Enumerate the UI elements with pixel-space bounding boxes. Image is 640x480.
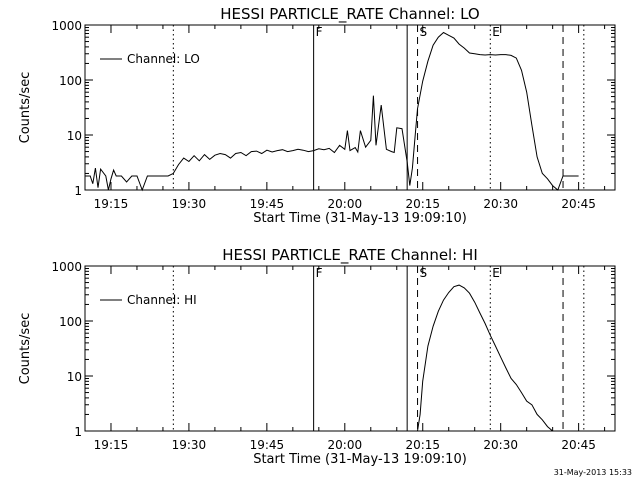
y-tick-label: 10 [67,129,82,143]
y-tick-label: 1000 [51,260,82,274]
legend-label: Channel: HI [127,293,197,307]
legend-label: Channel: LO [127,52,200,66]
x-tick-label: 19:30 [172,197,207,211]
chart-title: HESSI PARTICLE_RATE Channel: HI [222,246,478,265]
x-tick-label: 20:00 [328,438,363,452]
y-tick-label: 100 [59,315,82,329]
print-timestamp: 31-May-2013 15:33 [554,468,632,477]
x-tick-label: 20:30 [483,438,518,452]
y-tick-label: 1000 [51,19,82,33]
series-line [85,31,579,192]
event-marker-label: E [492,25,500,39]
y-tick-label: 10 [67,370,82,384]
event-marker-label: F [316,25,323,39]
x-axis-label: Start Time (31-May-13 19:09:10) [253,452,467,467]
event-marker-label: S [420,25,428,39]
x-tick-label: 20:30 [483,197,518,211]
y-axis-label: Counts/sec [18,72,33,144]
chart-title: HESSI PARTICLE_RATE Channel: LO [220,5,479,24]
plot-frame [84,265,616,432]
event-marker-label: E [492,266,500,280]
y-tick-label: 1 [74,425,82,439]
x-tick-label: 20:15 [405,197,440,211]
x-tick-label: 19:15 [94,197,129,211]
y-tick-label: 100 [59,74,82,88]
x-tick-label: 20:15 [405,438,440,452]
x-tick-label: 19:45 [250,197,285,211]
chart-panel-lo: HESSI PARTICLE_RATE Channel: LO Counts/se… [18,5,616,226]
x-tick-label: 20:00 [328,197,363,211]
y-tick-label: 1 [74,184,82,198]
x-tick-label: 20:45 [561,438,596,452]
x-tick-label: 20:45 [561,197,596,211]
y-axis-label: Counts/sec [18,313,33,385]
chart-panel-hi: HESSI PARTICLE_RATE Channel: HI Counts/se… [18,246,616,467]
x-tick-label: 19:45 [250,438,285,452]
x-tick-label: 19:30 [172,438,207,452]
series-line [417,284,553,432]
event-marker-label: S [420,266,428,280]
x-tick-label: 19:15 [94,438,129,452]
x-axis-label: Start Time (31-May-13 19:09:10) [253,211,467,226]
event-marker-label: F [316,266,323,280]
plot-frame [84,24,616,191]
